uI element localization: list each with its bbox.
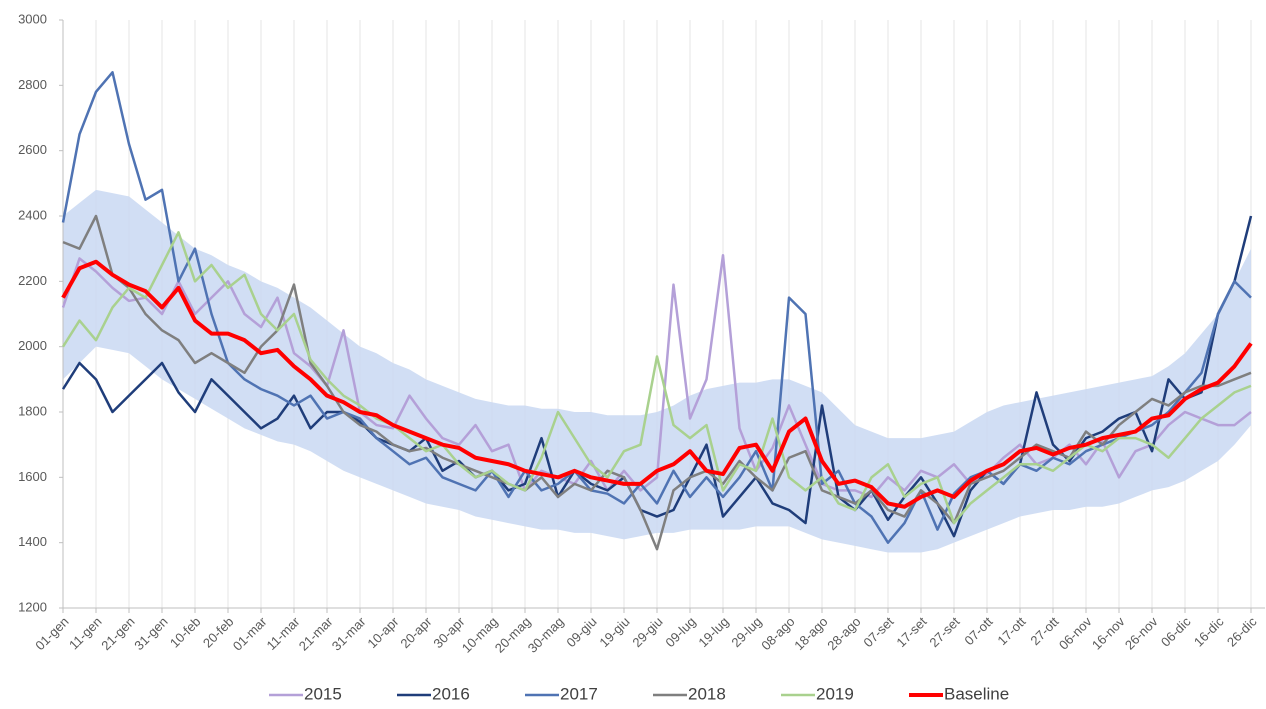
x-tick-label: 30-mag: [525, 614, 567, 656]
x-tick-label: 08-ago: [758, 614, 797, 653]
x-tick-label: 16-nov: [1089, 614, 1128, 653]
legend-label: Baseline: [944, 684, 1009, 703]
x-tick-label: 17-set: [893, 614, 929, 650]
legend-label: 2018: [688, 684, 726, 703]
y-tick-label: 1800: [18, 403, 47, 418]
legend-label: 2019: [816, 684, 854, 703]
x-tick-label: 01-gen: [32, 614, 71, 653]
series-line: [61, 259, 1253, 509]
legend-label: 2017: [560, 684, 598, 703]
x-tick-label: 20-apr: [397, 613, 435, 651]
x-tick-label: 06-dic: [1158, 614, 1194, 650]
y-tick-label: 2000: [18, 338, 47, 353]
y-tick-label: 2800: [18, 77, 47, 92]
x-tick-label: 09-lug: [662, 614, 698, 650]
x-tick-label: 31-gen: [131, 614, 170, 653]
series-line: [61, 231, 1252, 525]
y-tick-label: 2600: [18, 142, 47, 157]
x-tick-label: 09-giu: [563, 614, 599, 650]
x-tick-label: 17-ott: [994, 614, 1028, 648]
x-tick-label: 10-mag: [459, 614, 501, 656]
band: [63, 189, 1251, 553]
x-tick-label: 11-mar: [264, 613, 304, 653]
x-tick-label: 26-nov: [1122, 614, 1161, 653]
y-tick-label: 2400: [18, 207, 47, 222]
legend-label: 2015: [304, 684, 342, 703]
y-tick-label: 3000: [18, 11, 47, 26]
legend: 2015 2016 2017 2018 2019 Baseline: [269, 684, 1009, 703]
legend-label: 2016: [432, 684, 470, 703]
series-line: [62, 214, 1252, 551]
y-tick-label: 1600: [18, 469, 47, 484]
x-tick-label: 10-apr: [364, 613, 402, 651]
x-tick-label: 01-mar: [230, 613, 270, 653]
x-tick-label: 19-giu: [596, 614, 632, 650]
x-tick-label: 07-ott: [961, 614, 995, 648]
x-tick-label: 07-set: [860, 614, 896, 650]
y-tick-label: 1200: [18, 599, 47, 614]
x-tick-label: 10-feb: [167, 614, 204, 651]
y-tick-label: 1400: [18, 534, 47, 549]
x-tick-label: 16-dic: [1191, 614, 1227, 650]
x-tick-label: 28-ago: [824, 614, 863, 653]
x-tick-label: 21-gen: [98, 614, 137, 653]
x-tick-label: 19-lug: [695, 614, 731, 650]
x-tick-label: 18-ago: [791, 614, 830, 653]
x-tick-label: 31-mar: [329, 613, 369, 653]
x-tick-label: 27-set: [926, 614, 962, 650]
x-tick-label: 26-dic: [1224, 614, 1260, 650]
series-line: [61, 71, 1252, 544]
y-tick-label: 2200: [18, 273, 47, 288]
series-line: [61, 215, 1253, 538]
x-tick-label: 21-mar: [296, 613, 336, 653]
x-tick-label: 20-mag: [492, 614, 534, 656]
x-tick-label: 11-gen: [66, 614, 105, 653]
x-tick-label: 06-nov: [1056, 614, 1095, 653]
x-tick-label: 29-giu: [629, 614, 665, 650]
